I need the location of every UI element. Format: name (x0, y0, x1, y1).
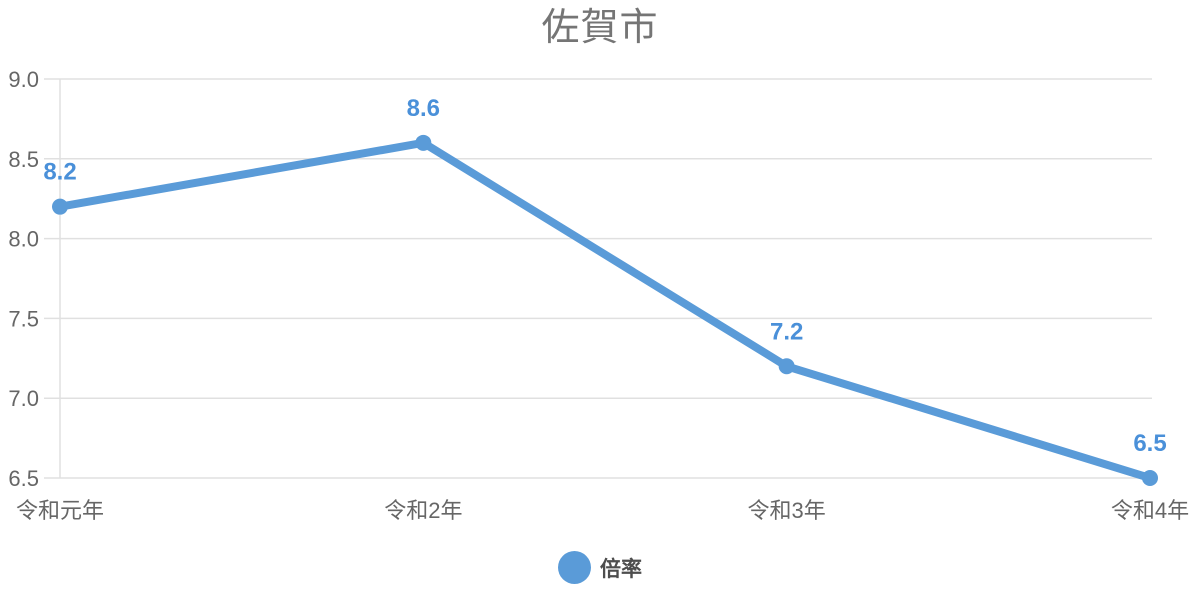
y-axis-tick-label: 7.5 (8, 306, 39, 331)
chart-legend[interactable]: 倍率 (0, 551, 1200, 584)
data-label: 6.5 (1133, 430, 1166, 457)
y-axis-tick-label: 8.5 (8, 147, 39, 172)
data-point[interactable] (778, 358, 795, 375)
data-point[interactable] (415, 134, 432, 151)
y-axis-tick-label: 6.5 (8, 466, 39, 491)
data-label: 7.2 (770, 318, 803, 345)
data-label: 8.2 (43, 159, 76, 186)
y-axis-tick-label: 7.0 (8, 386, 39, 411)
x-axis-tick-label: 令和元年 (16, 498, 104, 523)
x-axis-tick-label: 令和2年 (384, 498, 462, 523)
legend-series-marker-icon (558, 551, 591, 584)
series-line (56, 138, 1154, 482)
x-axis-tick-label: 令和3年 (748, 498, 826, 523)
data-point[interactable] (1142, 470, 1158, 486)
y-axis-tick-label: 9.0 (8, 67, 39, 92)
chart-title: 佐賀市 (541, 7, 659, 49)
data-label: 8.6 (407, 95, 440, 122)
x-axis-tick-label: 令和4年 (1111, 498, 1189, 523)
legend-series-label: 倍率 (600, 557, 642, 581)
y-axis-tick-label: 8.0 (8, 227, 39, 252)
data-point[interactable] (52, 198, 68, 215)
